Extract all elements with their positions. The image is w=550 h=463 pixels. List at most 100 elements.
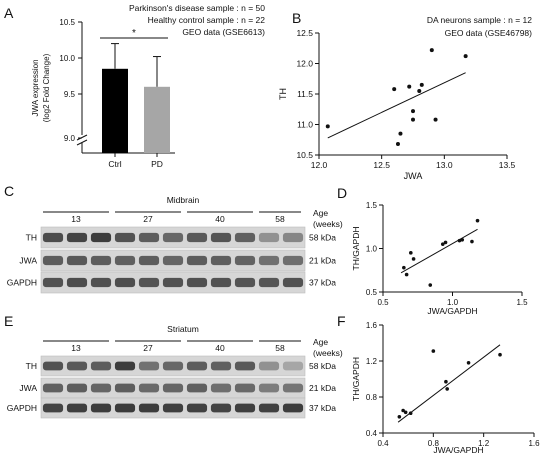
blot-band <box>258 232 280 243</box>
blot-band <box>114 277 136 288</box>
blot-band <box>258 277 280 288</box>
age-label: 27 <box>143 214 153 224</box>
blot-band <box>258 361 280 371</box>
x-axis-label: JWA <box>404 171 423 181</box>
blot-band <box>234 277 256 288</box>
panel-a-note-3: GEO data (GSE6613) <box>182 27 265 37</box>
age-header-weeks: (weeks) <box>313 348 343 358</box>
molecular-weight: 21 kDa <box>309 383 336 393</box>
data-point <box>325 124 330 129</box>
panel-letter-d: D <box>337 185 347 201</box>
y-tick-label: 9.0 <box>64 134 76 143</box>
panel-letter-e: E <box>4 313 13 329</box>
age-label: 13 <box>71 214 81 224</box>
chart-d: 0.5 1.0 1.5 0.5 1.0 1.5 JWA/GAPDH TH/GAPDH <box>351 201 528 316</box>
y-tick-label: 1.6 <box>366 321 378 330</box>
data-point <box>440 242 445 246</box>
blot-band <box>138 383 160 393</box>
blot-band <box>42 361 64 371</box>
blot-band <box>162 255 184 266</box>
data-point <box>392 87 397 92</box>
y-tick-label: 0.5 <box>366 288 378 297</box>
data-point <box>463 54 468 59</box>
panel-b-notes: DA neurons sample : n = 12 GEO data (GSE… <box>427 15 532 38</box>
blot-band <box>162 232 184 243</box>
x-axis-label: JWA/GAPDH <box>427 306 477 316</box>
blot-band <box>210 361 232 371</box>
data-point <box>444 379 448 384</box>
bar-pd <box>144 86 170 153</box>
blot-band <box>282 255 304 266</box>
protein-label: GAPDH <box>7 278 37 288</box>
x-tick-label: 13.0 <box>436 160 453 170</box>
blot-band <box>234 403 256 413</box>
blot-c-midbrain: Midbrain Age(weeks) 13 27 40 58 TH 58 kDa JWA 21 … <box>7 195 343 294</box>
data-point <box>397 415 402 419</box>
blot-band <box>234 361 256 371</box>
y-tick-label: 9.5 <box>64 90 76 99</box>
y-tick-label: 12.0 <box>296 59 313 69</box>
y-tick-label: 11.0 <box>297 120 313 130</box>
blot-band <box>90 403 112 413</box>
blot-band <box>186 232 208 243</box>
data-point <box>401 408 405 413</box>
age-label: 13 <box>71 343 81 353</box>
blot-band <box>138 277 160 288</box>
panel-letter-a: A <box>4 5 14 21</box>
age-header: Age <box>313 208 328 218</box>
age-label: 40 <box>215 343 225 353</box>
blot-band <box>114 361 136 371</box>
data-point <box>466 361 471 365</box>
blot-region-title: Striatum <box>167 324 199 334</box>
chart-f: 0.4 0.8 1.2 1.6 0.4 0.8 1.2 1.6 JWA/GAPDH TH/GAPD… <box>351 321 540 455</box>
x-tick-label: 1.6 <box>528 439 540 448</box>
data-point <box>409 251 413 255</box>
blot-band <box>138 255 160 266</box>
data-point <box>395 142 400 147</box>
data-point <box>403 410 408 415</box>
y-tick-label: 10.0 <box>59 54 75 63</box>
x-tick-label: 0.5 <box>377 298 389 307</box>
panel-letter-f: F <box>337 313 346 329</box>
age-label: 27 <box>143 343 153 353</box>
data-point <box>398 131 403 136</box>
axis-break-mark <box>76 139 88 146</box>
y-axis-label: (log2 Fold Change) <box>42 53 51 122</box>
data-point <box>457 238 462 243</box>
data-point <box>417 88 422 93</box>
blot-band <box>186 255 208 266</box>
blot-band <box>90 255 112 266</box>
blot-band <box>258 383 280 393</box>
x-tick-label: 0.4 <box>377 439 389 448</box>
blot-band <box>282 232 304 243</box>
age-header-weeks: (weeks) <box>313 219 343 229</box>
blot-band <box>162 403 184 413</box>
molecular-weight: 58 kDa <box>309 361 336 371</box>
blot-band <box>162 383 184 393</box>
data-point <box>402 265 406 270</box>
y-tick-label: 0.4 <box>366 429 378 438</box>
panel-a-notes: Parkinson's disease sample : n = 50 Heal… <box>129 3 265 37</box>
blot-band <box>114 383 136 393</box>
x-tick-label: 1.2 <box>478 439 490 448</box>
data-point <box>470 239 474 244</box>
y-tick-label: 1.5 <box>366 201 378 210</box>
blot-band <box>90 361 112 371</box>
blot-band <box>90 232 112 243</box>
data-point <box>408 411 413 416</box>
data-point <box>445 387 449 391</box>
age-label: 58 <box>275 214 285 224</box>
blot-band <box>282 361 304 371</box>
x-tick-label: 12.0 <box>311 160 328 170</box>
blot-band <box>186 383 208 393</box>
protein-label: GAPDH <box>7 403 37 413</box>
y-tick-label: 10.5 <box>59 18 75 27</box>
blot-band <box>114 403 136 413</box>
x-tick-label: 13.5 <box>499 160 516 170</box>
blot-band <box>66 403 88 413</box>
panel-a-note-1: Parkinson's disease sample : n = 50 <box>129 3 265 13</box>
y-tick-label: 11.5 <box>297 89 313 99</box>
x-axis-label: JWA/GAPDH <box>433 445 483 455</box>
data-point <box>404 272 409 277</box>
x-tick-label: 0.8 <box>428 439 440 448</box>
